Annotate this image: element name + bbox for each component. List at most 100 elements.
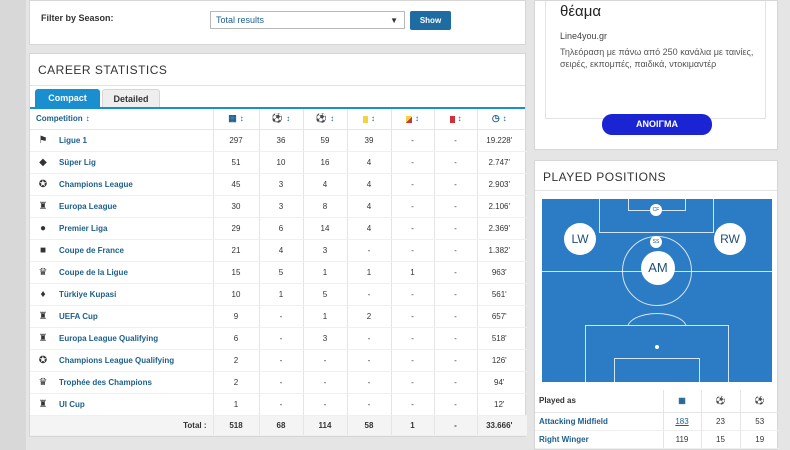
red-cards-value: - [433, 261, 477, 284]
table-row: ● Premier Liga 29 6 14 4- -2.369' [30, 217, 527, 240]
assists-value: 59 [302, 129, 347, 152]
goals-header[interactable]: ⚽ ↕ [258, 109, 303, 130]
minutes-value: 2.903' [476, 173, 527, 196]
competition-header[interactable]: Competition ↕ [30, 109, 213, 130]
tab-detailed[interactable]: Detailed [102, 89, 160, 107]
red-cards-value: - [433, 151, 477, 174]
goals-icon: ⚽ [715, 396, 726, 406]
competition-cell: ● Premier Liga [30, 217, 213, 240]
yellow-cards-value: - [346, 349, 391, 372]
red-cards-value: - [433, 327, 477, 350]
red-cards-value: - [433, 305, 477, 328]
assists-value: 14 [302, 217, 347, 240]
competition-link[interactable]: Europa League [59, 201, 117, 211]
competition-cell: ■ Coupe de France [30, 239, 213, 262]
appearances-link[interactable]: 30 [212, 195, 259, 218]
red-cards-value: - [433, 283, 477, 306]
ad-description: Τηλεόραση με πάνω από 250 κανάλια με ται… [560, 47, 754, 69]
appearances-link[interactable]: 29 [212, 217, 259, 240]
goals-value: - [258, 393, 303, 416]
competition-link[interactable]: Ligue 1 [59, 135, 88, 145]
competition-cell: ♜ Europa League Qualifying [30, 327, 213, 350]
total-red-cards-value: - [433, 415, 477, 436]
competition-link[interactable]: Champions League [59, 179, 133, 189]
appearances-link[interactable]: 21 [212, 239, 259, 262]
table-row: Right Winger 119 15 19 [535, 430, 779, 449]
goals-value: 15 [700, 430, 740, 449]
position-name[interactable]: Attacking Midfield [535, 412, 663, 431]
ad-domain: Line4you.gr [560, 31, 608, 41]
competition-link[interactable]: Süper Lig [59, 157, 96, 167]
second-yellow-value: - [390, 327, 434, 350]
appearances-link[interactable]: 45 [212, 173, 259, 196]
position-marker-lw: LW [564, 223, 596, 255]
appearances-link[interactable]: 297 [212, 129, 259, 152]
second-yellow-header[interactable]: ↕ [390, 109, 434, 130]
second-yellow-value: - [390, 393, 434, 416]
table-row: ⚑ Ligue 1 297 36 59 39- -19.228' [30, 129, 527, 152]
competition-cell: ♦ Türkiye Kupasi [30, 283, 213, 306]
second-yellow-value: - [390, 129, 434, 152]
competition-link[interactable]: Türkiye Kupasi [59, 289, 117, 299]
competition-link[interactable]: Coupe de la Ligue [59, 267, 128, 277]
minutes-value: 561' [476, 283, 527, 306]
yellow-cards-header[interactable]: ↕ [346, 109, 391, 130]
coupe-de-france-icon: ■ [39, 244, 47, 256]
minutes-value: 94' [476, 371, 527, 394]
played-as-header: Played as [535, 390, 663, 413]
appearances-link[interactable]: 51 [212, 151, 259, 174]
appearances-link[interactable]: 15 [212, 261, 259, 284]
table-row: ♛ Coupe de la Ligue 15 5 1 1 1-963' [30, 261, 527, 284]
divider [535, 190, 777, 191]
goals-value: 3 [258, 173, 303, 196]
competition-link[interactable]: Champions League Qualifying [59, 355, 175, 365]
ad-box[interactable]: θέαμα Line4you.gr Τηλεόραση με πάνω από … [545, 1, 766, 119]
competition-link[interactable]: Coupe de France [59, 245, 124, 255]
goals-icon: ⚽ [271, 113, 284, 124]
appearances-header: ▦ [662, 390, 701, 413]
minutes-value: 2.106' [476, 195, 527, 218]
competition-link[interactable]: UEFA Cup [59, 311, 98, 321]
goals-value: 4 [258, 239, 303, 262]
played-positions-title: PLAYED POSITIONS [543, 170, 667, 184]
minutes-header[interactable]: ◷ ↕ [476, 109, 527, 130]
career-statistics-panel: CAREER STATISTICS Compact Detailed Compe… [29, 53, 527, 437]
red-cards-header[interactable]: ↕ [433, 109, 477, 130]
left-gutter [0, 0, 26, 450]
table-row: ♜ Europa League Qualifying 6-3- - -518' [30, 327, 527, 350]
season-select[interactable]: Total results ▼ [210, 11, 405, 29]
assists-header[interactable]: ⚽ ↕ [302, 109, 347, 130]
total-row: Total :518 68 114 58 1-33.666' [30, 415, 527, 436]
minutes-value: 963' [476, 261, 527, 284]
ad-open-button[interactable]: ΑΝΟΙΓΜΑ [602, 114, 712, 135]
competition-link[interactable]: Europa League Qualifying [59, 333, 159, 343]
total-yellow-cards-value: 58 [346, 415, 391, 436]
show-button[interactable]: Show [410, 11, 451, 30]
appearances-link[interactable]: 2 [212, 371, 259, 394]
minutes-value: 2.369' [476, 217, 527, 240]
position-marker-am: AM [641, 251, 675, 285]
appearances-link[interactable]: 183 [662, 412, 701, 431]
appearances-header[interactable]: ▦ ↕ [212, 109, 259, 130]
yellow-cards-value: - [346, 239, 391, 262]
second-yellow-icon [406, 115, 412, 123]
position-name[interactable]: Right Winger [535, 430, 663, 449]
yellow-cards-value: - [346, 283, 391, 306]
competition-link[interactable]: UI Cup [59, 399, 85, 409]
tab-compact[interactable]: Compact [35, 89, 100, 107]
appearances-link[interactable]: 9 [212, 305, 259, 328]
sort-icon: ↕ [502, 114, 507, 124]
appearances-link[interactable]: 1 [212, 393, 259, 416]
second-yellow-value: 1 [390, 261, 434, 284]
competition-link[interactable]: Premier Liga [59, 223, 108, 233]
assists-value: 3 [302, 239, 347, 262]
appearances-link[interactable]: 6 [212, 327, 259, 350]
appearances-link[interactable]: 10 [212, 283, 259, 306]
appearances-link[interactable]: 2 [212, 349, 259, 372]
red-cards-value: - [433, 173, 477, 196]
competition-link[interactable]: Trophée des Champions [59, 377, 152, 387]
table-row: ♜ Europa League 30 3 8 4- -2.106' [30, 195, 527, 218]
super-lig-icon: ◆ [39, 156, 47, 168]
table-row: ◆ Süper Lig 51 10 16 4- -2.747' [30, 151, 527, 174]
